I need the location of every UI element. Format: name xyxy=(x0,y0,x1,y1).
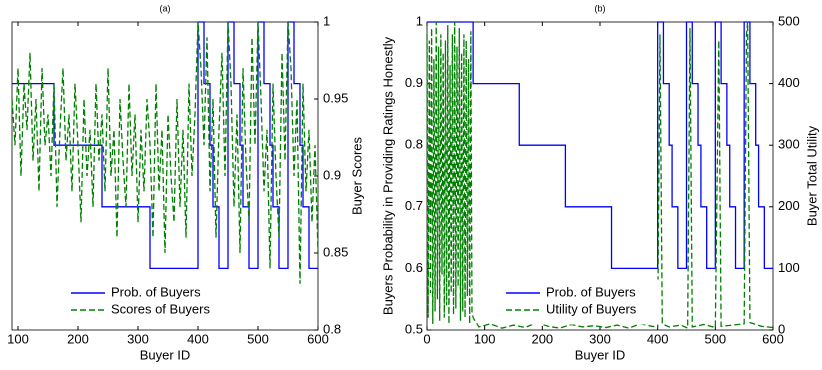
data-line xyxy=(426,21,774,330)
x-tick-label: 100 xyxy=(7,331,29,346)
y-tick-label: 0.5 xyxy=(405,321,423,336)
y2-tick-label: 0.9 xyxy=(323,167,341,182)
x-tick-label: 500 xyxy=(247,331,269,346)
legend-label: Scores of Buyers xyxy=(111,301,210,316)
y2-tick-label: 200 xyxy=(778,198,800,213)
x-tick-label: 200 xyxy=(531,331,553,346)
y2-tick-label: 0 xyxy=(778,321,785,336)
y-tick-label: 0.6 xyxy=(405,260,423,275)
y-tick-label: 1 xyxy=(416,13,423,28)
y2-tick-label: 0.95 xyxy=(323,90,348,105)
y2-axis-label: Buyer Scores xyxy=(349,136,364,215)
x-tick-label: 500 xyxy=(704,331,726,346)
data-line xyxy=(427,21,773,270)
y-tick-label: 0.7 xyxy=(405,198,423,213)
legend-label: Prob. of Buyers xyxy=(111,284,201,299)
chart-title: (a) xyxy=(160,3,171,13)
x-tick-label: 300 xyxy=(589,331,611,346)
y2-tick-label: 500 xyxy=(778,13,800,28)
chart-title: (b) xyxy=(595,3,606,13)
y2-axis-label: Buyer Total Utility xyxy=(804,125,819,226)
legend-box xyxy=(499,279,661,325)
x-axis-label: Buyer ID xyxy=(575,347,626,362)
y2-tick-label: 0.85 xyxy=(323,244,348,259)
x-tick-label: 400 xyxy=(187,331,209,346)
y-axis-label: Buyers Probability in Providing Ratings … xyxy=(380,36,395,315)
y-tick-label: 0.8 xyxy=(405,137,423,152)
y2-tick-label: 300 xyxy=(778,137,800,152)
data-line xyxy=(12,21,318,270)
x-axis-label: Buyer ID xyxy=(140,347,191,362)
y2-tick-label: 400 xyxy=(778,75,800,90)
x-tick-label: 400 xyxy=(647,331,669,346)
x-tick-label: 0 xyxy=(423,331,430,346)
data-line xyxy=(11,21,319,284)
y2-tick-label: 100 xyxy=(778,260,800,275)
legend-box xyxy=(64,279,226,325)
x-tick-label: 300 xyxy=(127,331,149,346)
x-tick-label: 200 xyxy=(67,331,89,346)
y2-tick-label: 0.8 xyxy=(323,321,341,336)
x-tick-label: 600 xyxy=(762,331,784,346)
x-tick-label: 100 xyxy=(474,331,496,346)
legend-label: Prob. of Buyers xyxy=(546,284,636,299)
legend-label: Utility of Buyers xyxy=(546,301,637,316)
x-tick-label: 600 xyxy=(307,331,329,346)
y2-tick-label: 1 xyxy=(323,13,330,28)
y-tick-label: 0.9 xyxy=(405,75,423,90)
